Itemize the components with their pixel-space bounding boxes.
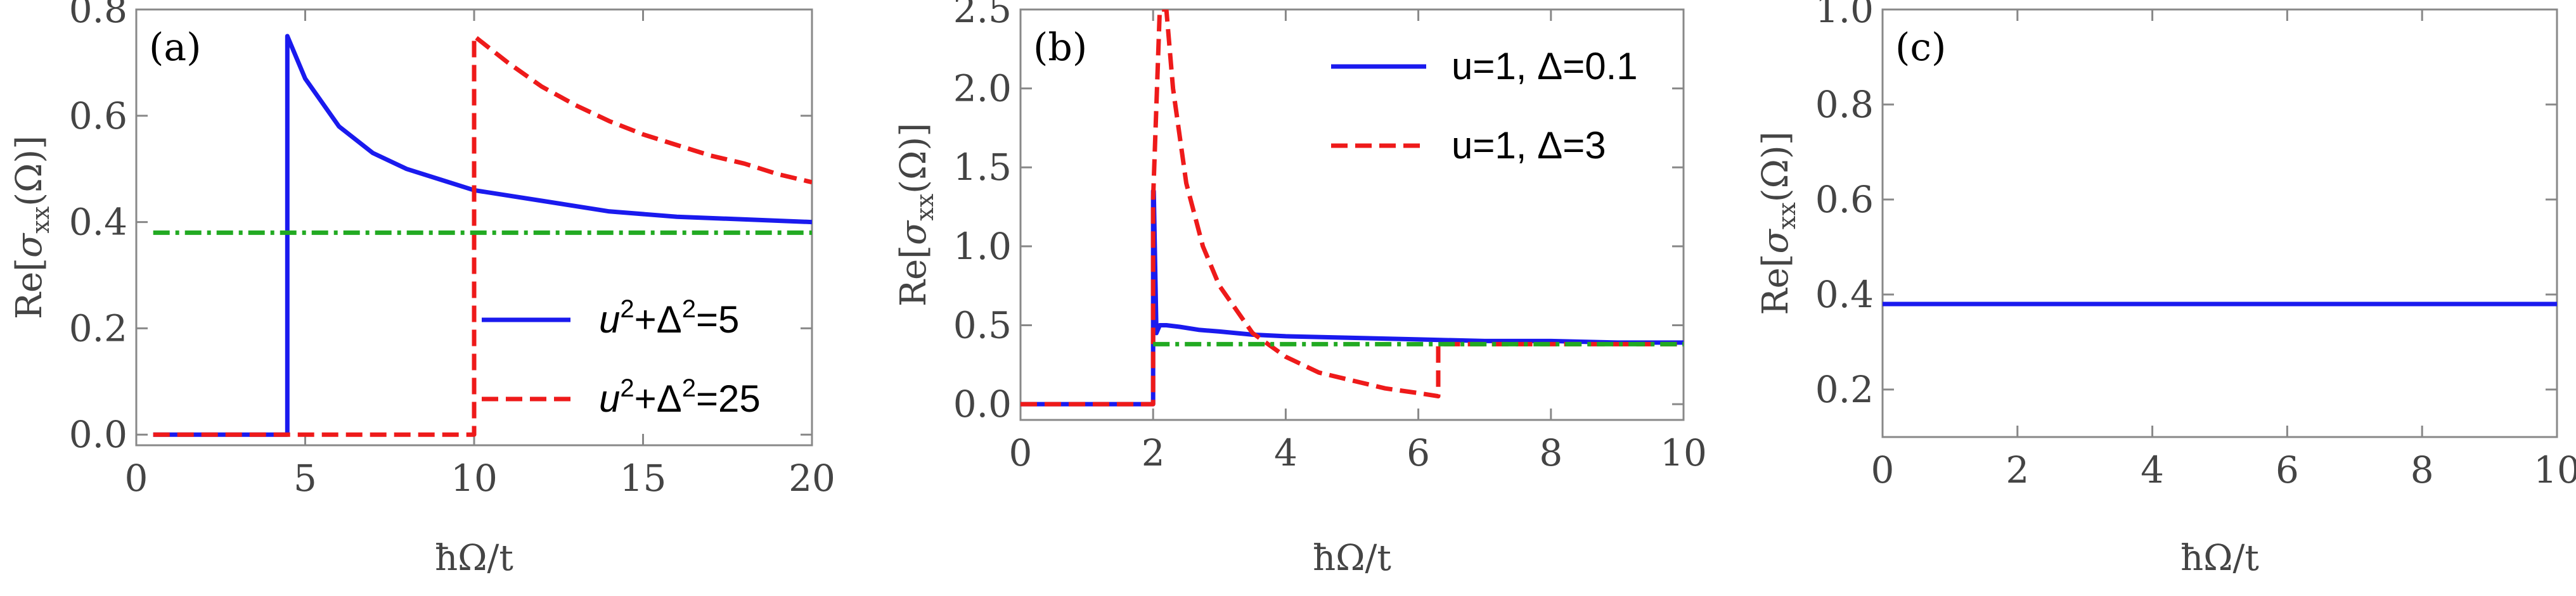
x-tick-label: 2 [1142,431,1165,474]
y-tick-label: 0.0 [69,413,127,456]
x-tick-label: 4 [2141,448,2164,491]
y-tick-label: 1.0 [953,225,1012,268]
plot-frame [1019,8,1685,421]
y-tick-label: 0.5 [953,303,1012,346]
plot-frame [1881,8,2558,438]
y-tick-label: 0.2 [69,307,127,350]
y-tick-label: 0.6 [1815,178,1874,221]
legend-label: u2+Δ2=5 [599,295,739,341]
y-tick-label: 0.4 [1815,273,1874,316]
series-line-solid [153,34,812,437]
x-tick-label: 8 [1539,431,1562,474]
y-axis-label: Re[σxx(Ω)] [9,136,55,319]
x-tick-label: 0 [125,457,148,500]
panel-label: (c) [1895,25,1946,70]
series-line-solid [1021,189,1684,407]
y-tick-label: 0.2 [1815,368,1874,411]
y-tick-label: 0.8 [69,0,127,31]
y-axis-label: Re[σxx(Ω)] [1755,131,1801,315]
y-tick-label: 0.8 [1815,83,1874,126]
legend-label: u=1, Δ=0.1 [1452,45,1638,87]
x-tick-label: 2 [2006,448,2029,491]
x-axis-label: ħΩ/t [2180,538,2259,579]
x-tick-label: 4 [1274,431,1298,474]
x-tick-label: 10 [2534,448,2576,491]
x-tick-label: 0 [1009,431,1033,474]
x-tick-label: 6 [2276,448,2299,491]
y-tick-label: 0.4 [69,201,127,244]
chart-panel-3: 0 2 4 6 8 10 0.2 0.4 0.6 0.8 1.0 ħΩ/t Re[σxx(Ω)] (c) [1755,0,2576,579]
series-line-dashed [153,34,812,437]
x-tick-label: 15 [620,457,667,500]
y-tick-label: 2.0 [953,67,1012,110]
x-tick-label: 20 [789,457,835,500]
y-tick-label: 1.0 [1815,0,1874,31]
panel-label: (a) [149,25,202,70]
x-tick-label: 10 [1660,431,1707,474]
y-tick-label: 1.5 [953,146,1012,189]
chart-panel-1: 0 5 10 15 20 0.0 0.2 0.4 0.6 0.8 ħΩ/t Re[σxx(Ω)] (a)… [9,0,835,579]
y-tick-label: 0.6 [69,94,127,137]
y-axis-label: Re[σxx(Ω)] [893,123,939,307]
y-tick-label: 0.0 [953,383,1012,426]
x-tick-label: 6 [1407,431,1430,474]
panel-label: (b) [1033,25,1087,70]
x-tick-label: 0 [1871,448,1895,491]
y-tick-label: 2.5 [953,0,1012,31]
legend-label: u2+Δ2=25 [599,374,761,420]
x-tick-label: 8 [2411,448,2434,491]
series-line-dashed [1021,10,1684,407]
x-tick-label: 5 [293,457,317,500]
x-axis-label: ħΩ/t [1313,538,1391,579]
x-axis-label: ħΩ/t [435,538,513,579]
chart-panel-2: 0 2 4 6 8 10 0.0 0.5 1.0 1.5 2.0 2.5 ħΩ/t Re[σxx(Ω)] (… [893,0,1707,579]
legend-label: u=1, Δ=3 [1452,124,1606,167]
x-tick-label: 10 [451,457,498,500]
